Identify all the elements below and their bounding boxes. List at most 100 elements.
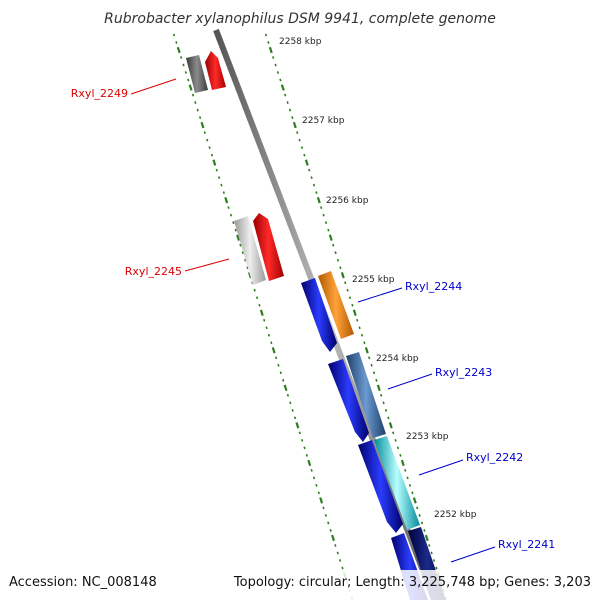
- gene-label-Rxyl_2243[interactable]: Rxyl_2243: [435, 366, 492, 379]
- gene-arrow-Rxyl_2249[interactable]: [205, 51, 226, 90]
- ruler-tick: [263, 318, 266, 322]
- leader-line-Rxyl_2244: [357, 287, 403, 303]
- ruler-label-2258: 2258 kbp: [279, 37, 322, 47]
- gene-label-Rxyl_2245[interactable]: Rxyl_2245: [125, 265, 182, 278]
- ruler-tick: [267, 41, 270, 44]
- ruler-labels: 2258 kbp 2257 kbp 2256 kbp 2255 kbp 2254…: [279, 37, 477, 520]
- ruler-tick: [289, 401, 292, 405]
- gene-Rxyl_2243[interactable]: [328, 352, 386, 442]
- ruler-tick: [336, 258, 340, 262]
- ruler-tick: [191, 93, 195, 97]
- ruler-label-2256: 2256 kbp: [326, 196, 369, 206]
- gene-arrow-Rxyl_2243[interactable]: [328, 359, 369, 442]
- ruler-tick: [280, 84, 285, 91]
- ruler-tick: [416, 506, 419, 510]
- ruler-tick: [212, 159, 217, 166]
- ruler-tick: [200, 121, 205, 129]
- accession-text: Accession: NC_008148: [9, 575, 157, 590]
- ruler-tick: [315, 191, 318, 195]
- ruler-tick: [388, 422, 393, 429]
- gene-Rxyl_2242[interactable]: [358, 436, 420, 533]
- gene-arrow-Rxyl_2242[interactable]: [358, 440, 403, 533]
- ruler-tick: [308, 168, 311, 172]
- leader-line-Rxyl_2241: [450, 546, 496, 563]
- gene-label-Rxyl_2249[interactable]: Rxyl_2249: [71, 87, 128, 100]
- ruler-tick: [184, 71, 187, 74]
- ruler-tick: [382, 401, 385, 405]
- ruler-tick: [372, 371, 376, 375]
- ruler-tick: [292, 121, 297, 129]
- ruler-tick: [404, 469, 407, 472]
- ruler-tick: [375, 378, 378, 382]
- ruler-tick: [322, 506, 325, 510]
- map-title: Rubrobacter xylanophilus DSM 9941, compl…: [104, 11, 496, 27]
- gene-arrow-Rxyl_2244[interactable]: [301, 278, 337, 352]
- ruler-tick: [304, 159, 309, 166]
- ruler-tick: [316, 196, 321, 204]
- ruler-tick: [412, 497, 417, 504]
- ruler-tick: [432, 559, 436, 562]
- ruler-tick: [298, 138, 301, 142]
- ruler-tick: [179, 56, 183, 59]
- ruler-tick: [324, 514, 328, 517]
- gene-Rxyl_2244[interactable]: [301, 271, 354, 352]
- ruler-tick: [327, 521, 330, 525]
- ruler-tick: [315, 484, 318, 487]
- gene-Rxyl_2245[interactable]: [234, 213, 284, 285]
- ruler-tick: [203, 131, 206, 134]
- ruler-tick: [268, 46, 273, 54]
- ruler-tick: [348, 296, 352, 300]
- ruler-tick: [232, 221, 235, 225]
- ruler-tick: [303, 153, 306, 157]
- ruler-tick: [247, 272, 252, 279]
- ruler-label-2253: 2253 kbp: [406, 432, 449, 442]
- ruler-tick: [267, 333, 271, 337]
- ruler-tick: [279, 371, 282, 375]
- ruler-tick: [339, 266, 342, 270]
- ruler-tick: [283, 384, 288, 392]
- ruler-tick: [344, 281, 347, 285]
- footer-background: [0, 570, 600, 600]
- ruler-tick: [363, 341, 366, 345]
- ruler-tick: [196, 108, 199, 112]
- ruler-tick: [182, 63, 185, 67]
- ruler-tick: [331, 534, 335, 542]
- ruler-tick: [430, 551, 433, 555]
- ruler-tick: [301, 438, 304, 442]
- gene-arrow-Rxyl_2245[interactable]: [253, 213, 284, 281]
- ruler-tick: [424, 534, 429, 542]
- gene-label-Rxyl_2244[interactable]: Rxyl_2244: [405, 280, 462, 293]
- leader-line-Rxyl_2243: [387, 373, 433, 390]
- leader-line-Rxyl_2249: [130, 78, 177, 95]
- ruler-tick: [341, 566, 344, 570]
- gene-label-Rxyl_2242[interactable]: Rxyl_2242: [466, 451, 523, 464]
- ruler-tick: [270, 341, 273, 345]
- ruler-tick: [291, 408, 294, 412]
- ruler-tick: [264, 33, 268, 37]
- ruler-label-2254: 2254 kbp: [376, 354, 419, 364]
- ruler-tick: [360, 333, 364, 337]
- ruler-tick: [288, 108, 292, 112]
- ruler-tick: [246, 266, 249, 270]
- ruler-tick: [428, 544, 431, 547]
- ruler-tick: [324, 221, 328, 225]
- ruler-tick: [423, 529, 426, 532]
- gene-homolog-block: [346, 352, 386, 438]
- gene-Rxyl_2249[interactable]: [186, 51, 226, 93]
- ruler-tick: [271, 347, 276, 354]
- ruler-tick: [198, 116, 202, 119]
- ruler-tick: [244, 258, 247, 262]
- ruler-tick: [215, 168, 218, 172]
- ruler-tick: [394, 438, 397, 442]
- ruler-tick: [222, 191, 225, 195]
- gene-homolog-block: [186, 55, 208, 93]
- genome-summary-text: Topology: circular; Length: 3,225,748 bp…: [233, 575, 591, 590]
- ruler-tick: [175, 41, 178, 44]
- ruler-tick: [255, 296, 259, 300]
- ruler-tick: [376, 384, 381, 392]
- ruler-tick: [217, 176, 221, 180]
- gene-label-Rxyl_2241[interactable]: Rxyl_2241: [498, 538, 555, 551]
- ruler-tick: [370, 363, 373, 367]
- gene-homolog-block: [234, 216, 266, 285]
- leader-line-Rxyl_2242: [418, 459, 464, 476]
